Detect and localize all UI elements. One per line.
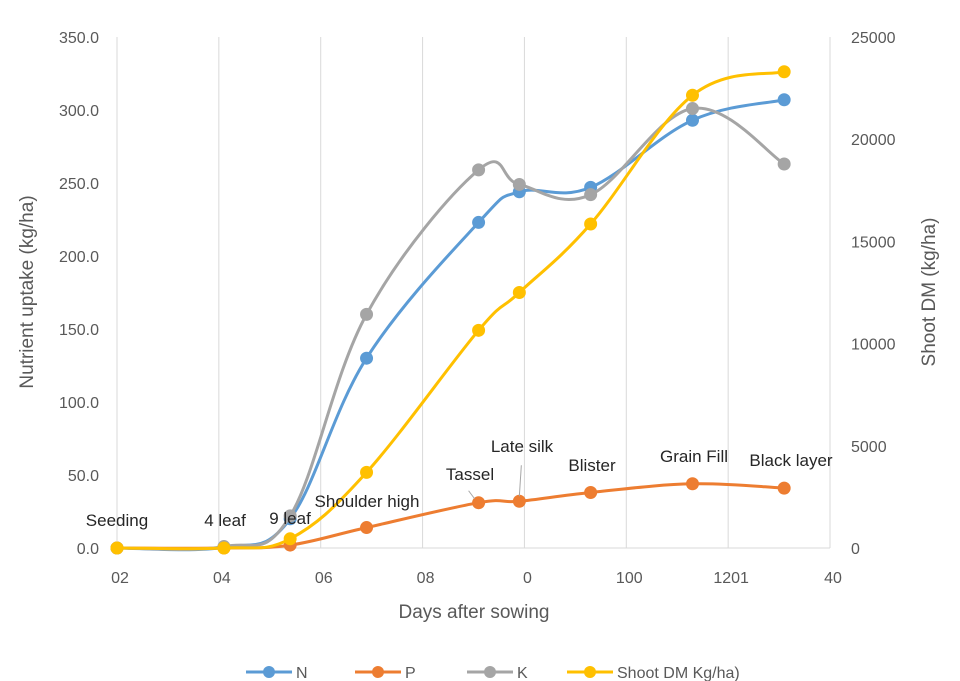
stage-label: Black layer bbox=[749, 451, 832, 470]
data-point-shoot-dm-kg-ha bbox=[217, 541, 231, 555]
data-point-shoot-dm-kg-ha bbox=[472, 323, 486, 337]
data-point-p bbox=[685, 477, 699, 491]
y-tick-label: 300.0 bbox=[59, 103, 99, 120]
data-point-k bbox=[777, 157, 791, 171]
x-tick-label: 04 bbox=[213, 570, 231, 587]
data-point-shoot-dm-kg-ha bbox=[110, 541, 124, 555]
data-point-n bbox=[360, 351, 374, 365]
data-point-n bbox=[472, 215, 486, 229]
y-axis-title: Nutrient uptake (kg/ha) bbox=[17, 195, 38, 388]
stage-label: 4 leaf bbox=[204, 511, 246, 530]
legend-label: K bbox=[517, 665, 528, 681]
legend-entry-p: P bbox=[355, 665, 416, 681]
legend-swatch-marker bbox=[263, 666, 275, 678]
data-point-k bbox=[283, 509, 297, 523]
stage-label: 9 leaf bbox=[269, 509, 311, 528]
legend-label: Shoot DM Kg/ha) bbox=[617, 665, 740, 681]
y2-tick-label: 25000 bbox=[851, 30, 896, 47]
stage-label: Seeding bbox=[86, 511, 148, 530]
x-tick-label: 08 bbox=[417, 570, 435, 587]
data-point-shoot-dm-kg-ha bbox=[777, 65, 791, 79]
legend-entry-k: K bbox=[467, 665, 528, 681]
data-point-k bbox=[360, 307, 374, 321]
stage-label: Grain Fill bbox=[660, 447, 728, 466]
y-tick-label: 250.0 bbox=[59, 176, 99, 193]
data-point-shoot-dm-kg-ha bbox=[685, 88, 699, 102]
data-point-k bbox=[472, 163, 486, 177]
stage-label: Blister bbox=[568, 456, 616, 475]
data-point-k bbox=[584, 188, 598, 202]
x-axis-tick-labels: 02 04 06 08 0 100 1201 40 bbox=[111, 570, 842, 587]
legend-swatch-marker bbox=[484, 666, 496, 678]
stage-label: Tassel bbox=[446, 465, 494, 484]
legend-swatch-marker bbox=[584, 666, 596, 678]
annotation-leader bbox=[468, 490, 475, 500]
legend-label: N bbox=[296, 665, 308, 681]
right-axis-tick-labels: 0 5000 10000 15000 20000 25000 bbox=[851, 30, 896, 558]
y-tick-label: 350.0 bbox=[59, 30, 99, 47]
y-tick-label: 150.0 bbox=[59, 322, 99, 339]
series-line-k bbox=[115, 106, 786, 551]
data-point-k bbox=[512, 177, 526, 191]
y2-tick-label: 10000 bbox=[851, 337, 896, 354]
data-point-p bbox=[584, 486, 598, 500]
data-point-n bbox=[685, 113, 699, 127]
data-point-p bbox=[777, 481, 791, 495]
left-axis-tick-labels: 0.0 50.0 100.0 150.0 200.0 250.0 300.0 350.0 bbox=[59, 30, 99, 558]
legend-entry-n: N bbox=[246, 665, 308, 681]
data-point-n bbox=[777, 93, 791, 107]
data-point-p bbox=[472, 496, 486, 510]
y2-tick-label: 0 bbox=[851, 541, 860, 558]
data-point-p bbox=[360, 521, 374, 535]
legend-swatch-marker bbox=[372, 666, 384, 678]
y2-axis-title: Shoot DM (kg/ha) bbox=[919, 218, 940, 367]
data-point-p bbox=[512, 494, 526, 508]
x-tick-label: 06 bbox=[315, 570, 333, 587]
x-axis-title: Days after sowing bbox=[398, 602, 549, 623]
legend: N P K Shoot DM Kg/ha) bbox=[246, 665, 740, 681]
y2-tick-label: 5000 bbox=[851, 439, 887, 456]
y-tick-label: 50.0 bbox=[68, 468, 99, 485]
legend-label: P bbox=[405, 665, 416, 681]
y2-tick-label: 20000 bbox=[851, 132, 896, 149]
y-tick-label: 0.0 bbox=[77, 541, 99, 558]
data-point-shoot-dm-kg-ha bbox=[512, 286, 526, 299]
data-point-shoot-dm-kg-ha bbox=[584, 217, 598, 231]
data-point-shoot-dm-kg-ha bbox=[360, 465, 374, 479]
y2-tick-label: 15000 bbox=[851, 234, 896, 251]
y-tick-label: 200.0 bbox=[59, 249, 99, 266]
stage-label: Shoulder high bbox=[315, 492, 420, 511]
y-tick-label: 100.0 bbox=[59, 395, 99, 412]
annotation-leader bbox=[518, 465, 522, 497]
data-series bbox=[110, 65, 791, 555]
x-tick-label: 1201 bbox=[713, 570, 749, 587]
data-point-k bbox=[685, 102, 699, 116]
x-tick-label: 100 bbox=[616, 570, 643, 587]
series-shoot-dm-kg-ha bbox=[110, 65, 791, 555]
legend-entry-shoot-dm-kg-ha: Shoot DM Kg/ha) bbox=[567, 665, 740, 681]
x-tick-label: 0 bbox=[523, 570, 532, 587]
x-tick-label: 02 bbox=[111, 570, 129, 587]
x-tick-label: 40 bbox=[824, 570, 842, 587]
stage-label: Late silk bbox=[491, 437, 554, 456]
data-point-shoot-dm-kg-ha bbox=[283, 532, 297, 546]
